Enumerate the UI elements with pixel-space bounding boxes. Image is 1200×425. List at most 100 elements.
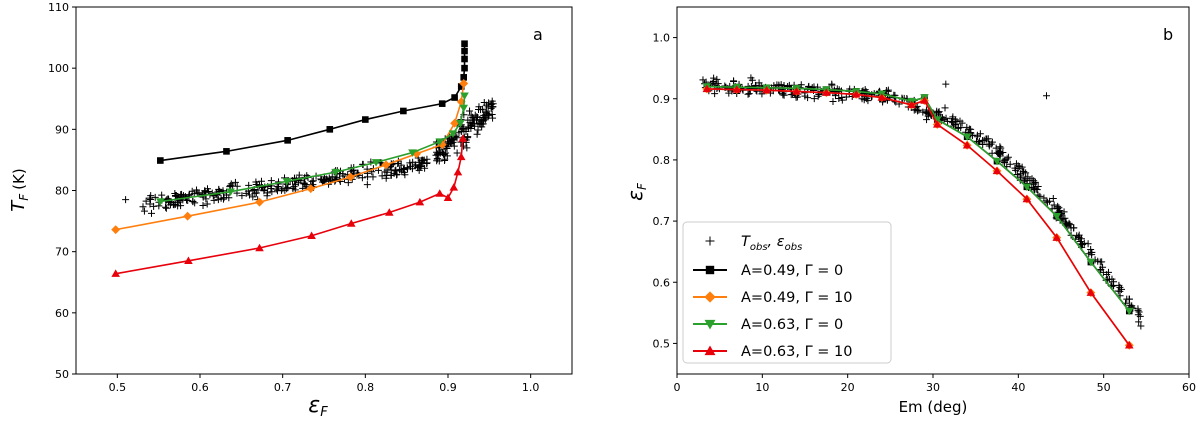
panel-b-observation-point <box>1080 239 1088 247</box>
panel-a-observation-point <box>453 134 461 142</box>
panel-b-xlabel: Em (deg) <box>899 398 968 416</box>
panel-a-observation-point <box>481 116 489 124</box>
panel-b-observation-point <box>1114 287 1122 295</box>
panel-a-observation-point <box>182 193 190 201</box>
panel-b-observation-point <box>1097 265 1105 273</box>
panel-b-observation-point <box>1126 301 1134 309</box>
panel-b-observation-point <box>941 104 949 112</box>
panel-a-observations <box>122 97 497 217</box>
panel-a-series-green-point <box>156 198 165 206</box>
panel-b-observation-point <box>967 125 975 133</box>
panel-b-observation-point <box>745 90 753 98</box>
panel-a-series-green-point <box>226 188 235 197</box>
panel-a-letter: a <box>533 25 543 44</box>
panel-a-series-black-point <box>461 40 468 47</box>
panel-b-observation-point <box>912 106 920 114</box>
panel-b-observation-point <box>1013 170 1021 178</box>
panel-a-observation-point <box>170 201 178 209</box>
panel-a-observation-point <box>439 150 447 158</box>
panel-a-series-black-point <box>326 126 334 133</box>
panel-b-observation-point <box>1042 92 1050 100</box>
panel-a-observation-point <box>479 105 487 113</box>
panel-b-observation-point <box>835 95 843 103</box>
panel-a-observation-point <box>263 192 271 200</box>
panel-b-observation-point <box>884 87 892 95</box>
panel-b-ytick-label: 0.5 <box>653 337 671 350</box>
panel-a-observation-point <box>257 177 265 185</box>
panel-a-observation-point <box>441 156 449 164</box>
panel-a-observation-point <box>363 181 371 189</box>
panel-a-observation-point <box>140 207 148 215</box>
panel-b-series-red-point <box>962 140 972 149</box>
panel-b-observation-point <box>708 79 716 87</box>
panel-a-observation-point <box>188 187 196 195</box>
panel-b-observation-point <box>997 144 1005 152</box>
panel-b-series-green-point <box>1086 258 1096 267</box>
panel-b-observation-point <box>1049 194 1057 202</box>
panel-b-observation-point <box>942 80 950 88</box>
panel-b-series-red-point <box>907 100 916 109</box>
panel-b-observation-point <box>942 114 950 122</box>
legend-handle-obs <box>705 236 715 246</box>
legend-label-orange: A=0.49, Γ = 10 <box>741 290 852 306</box>
panel-a-observation-point <box>466 107 474 115</box>
panel-a-series-black-point <box>438 100 446 107</box>
panel-b-ylabel-subscript: F <box>635 182 649 190</box>
panel-a-observation-point <box>453 149 461 157</box>
panel-a-observation-point <box>162 203 170 211</box>
panel-b-observation-point <box>1020 176 1028 184</box>
panel-b-series-red-point <box>792 87 801 95</box>
panel-a-ylabel-subscript: F <box>17 193 31 201</box>
panel-b-ticks: 0 10 20 30 40 50 60 0.5 0.6 0.7 0.8 0.9 1.0 <box>653 32 1197 394</box>
panel-a-xtick-label: 1.0 <box>522 381 540 394</box>
panel-b-observation-point <box>838 96 846 104</box>
legend-markers <box>693 236 727 356</box>
panel-a-series-black-point <box>461 47 468 55</box>
panel-b-observation-point <box>1135 318 1143 326</box>
panel-b-series-green-point <box>962 133 972 141</box>
panel-a-observation-point <box>162 204 170 212</box>
panel-a-series-red-point <box>458 134 468 142</box>
panel-b-observation-point <box>1033 186 1041 194</box>
panel-a-observation-point <box>435 151 443 159</box>
panel-b-series-red-line <box>706 88 1130 346</box>
panel-a-series-orange-point <box>306 184 316 194</box>
panel-b-observation-point <box>744 90 752 98</box>
panel-b-observation-point <box>833 85 841 93</box>
panel-b-observation-point <box>1134 305 1142 313</box>
panel-b-observation-point <box>864 97 872 105</box>
legend: Tobs, εobs A=0.49, Γ = 0 A=0.49, Γ = 10 … <box>682 221 892 364</box>
panel-a-marks <box>111 40 497 277</box>
panel-a-observation-point <box>473 130 481 138</box>
panel-b-observation-point <box>730 77 738 85</box>
panel-b-observation-point <box>1006 160 1014 168</box>
panel-a-observation-point <box>139 203 147 211</box>
panel-a-observation-point <box>463 144 471 152</box>
panel-b-letter: b <box>1163 25 1173 44</box>
panel-a-series-orange-point <box>255 197 264 207</box>
panel-b-series-green-line <box>706 85 1130 312</box>
panel-a-observation-point <box>457 127 465 135</box>
panel-a-series-black-point <box>223 148 230 155</box>
panel-a-observation-point <box>474 126 482 134</box>
panel-a-observation-point <box>443 152 451 160</box>
panel-a-series-black-point <box>460 74 468 81</box>
panel-a-xlabel: εF <box>308 393 328 420</box>
panel-a-observation-point <box>147 196 155 204</box>
panel-a-observation-point <box>447 139 455 147</box>
panel-b-observation-point <box>1050 201 1058 209</box>
panel-a-observation-point <box>267 177 275 185</box>
legend-marker-orange <box>704 291 716 303</box>
panel-b-observation-point <box>714 80 722 88</box>
panel-a-series-black-point <box>457 83 465 90</box>
legend-marker-black <box>705 265 715 275</box>
panel-b-observation-point <box>861 93 869 101</box>
panel-a-observation-point <box>274 183 282 191</box>
legend-label-black: A=0.49, Γ = 0 <box>741 263 843 279</box>
panel-a-observation-point <box>400 165 408 173</box>
panel-a-observation-point <box>482 107 490 115</box>
panel-a-series-red-point <box>449 183 459 191</box>
legend-label-red: A=0.63, Γ = 10 <box>741 344 852 360</box>
panel-b-observation-point <box>801 89 809 97</box>
panel-a-observation-point <box>480 116 488 124</box>
